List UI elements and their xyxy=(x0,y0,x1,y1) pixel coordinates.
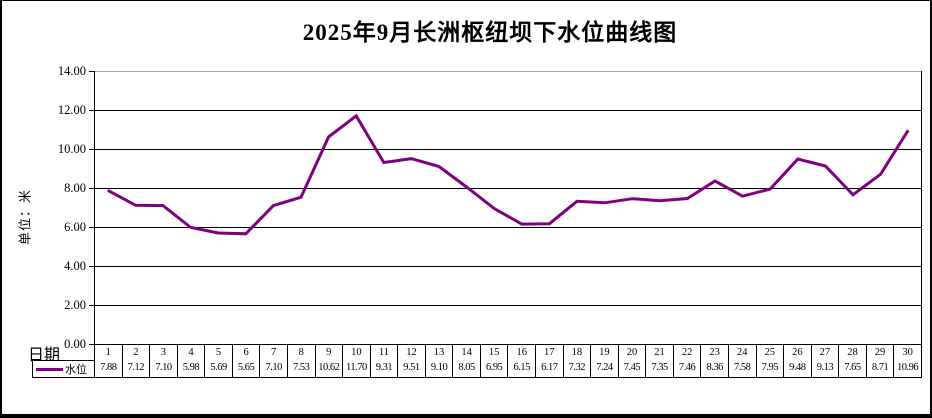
water-level-value-cell: 8.05 xyxy=(453,360,481,377)
water-level-value-cell: 10.62 xyxy=(316,360,344,377)
day-header-cell: 23 xyxy=(701,345,729,360)
day-header-cell: 5 xyxy=(205,345,233,360)
day-header-cell: 10 xyxy=(343,345,371,360)
water-level-value-cell: 7.95 xyxy=(757,360,785,377)
day-header-cell: 30 xyxy=(902,347,913,358)
y-tick-label: 14.00 xyxy=(57,64,86,78)
day-header-cell: 20 xyxy=(619,345,647,360)
water-level-value-cell: 9.13 xyxy=(812,360,840,377)
water-level-line xyxy=(107,113,910,236)
chart-title: 2025年9月长洲枢纽坝下水位曲线图 xyxy=(302,20,678,45)
water-level-value-cell: 9.48 xyxy=(784,360,812,377)
water-level-value-cell: 5.98 xyxy=(178,360,206,377)
day-header-cell: 12 xyxy=(398,345,426,360)
day-header-cell: 1 xyxy=(95,345,123,360)
y-axis-unit-label: 单位：米 xyxy=(17,188,33,246)
day-header-cell: 22 xyxy=(674,345,702,360)
table-value-row: 7.88 7.12 7.10 5.98 5.69 5.65 7.10 7.53 10.62 11.… xyxy=(94,360,922,378)
day-header-cell: 14 xyxy=(453,345,481,360)
day-header-cell: 7 xyxy=(260,345,288,360)
water-level-value-cell: 9.51 xyxy=(398,360,426,377)
water-level-value-cell: 6.17 xyxy=(536,360,564,377)
water-level-value-cell: 5.69 xyxy=(205,360,233,377)
day-header-cell: 11 xyxy=(371,345,399,360)
water-level-value-cell: 7.58 xyxy=(729,360,757,377)
y-tick-label: 12.00 xyxy=(57,103,86,117)
day-header-cell: 2 xyxy=(123,345,151,360)
day-header-cell: 19 xyxy=(591,345,619,360)
day-header-cell: 28 xyxy=(839,345,867,360)
series-line-swatch xyxy=(36,367,63,371)
water-level-value-cell: 6.95 xyxy=(481,360,509,377)
y-tick-label: 6.00 xyxy=(64,220,86,234)
water-level-value-cell: 9.10 xyxy=(426,360,454,377)
water-level-value-cell: 8.36 xyxy=(701,360,729,377)
water-level-value-cell: 7.24 xyxy=(591,360,619,377)
y-tick-label: 4.00 xyxy=(64,259,86,273)
water-level-value-cell: 10.96 xyxy=(897,362,919,373)
day-header-cell: 3 xyxy=(150,345,178,360)
day-header-cell: 15 xyxy=(481,345,509,360)
day-header-cell: 24 xyxy=(729,345,757,360)
day-header-cell: 29 xyxy=(867,345,895,360)
water-level-value-cell: 7.46 xyxy=(674,360,702,377)
y-tick-label: 10.00 xyxy=(57,142,86,156)
water-level-value-cell: 11.70 xyxy=(343,360,371,377)
day-header-cell: 8 xyxy=(288,345,316,360)
water-level-value-cell: 7.10 xyxy=(150,360,178,377)
water-level-value-cell: 7.32 xyxy=(564,360,592,377)
day-header-cell: 16 xyxy=(508,345,536,360)
table-day-header-row: 1 2 3 4 5 6 7 8 9 10 11 12 13 14 15 16 17 18 19 20 21 22 23 24 2… xyxy=(94,344,922,361)
water-level-value-cell: 5.65 xyxy=(233,360,261,377)
y-tick-label: 2.00 xyxy=(64,298,86,312)
x-axis-date-label: 日期 xyxy=(28,347,61,364)
legend: 水位 xyxy=(32,360,95,378)
water-level-value-cell: 7.53 xyxy=(288,360,316,377)
water-level-value-cell: 7.35 xyxy=(646,360,674,377)
day-header-cell: 6 xyxy=(233,345,261,360)
day-header-cell: 17 xyxy=(536,345,564,360)
water-level-value-cell: 7.65 xyxy=(839,360,867,377)
water-level-value-cell: 8.71 xyxy=(867,360,895,377)
day-header-cell: 26 xyxy=(784,345,812,360)
day-header-cell: 9 xyxy=(316,345,344,360)
water-level-value-cell: 6.15 xyxy=(508,360,536,377)
day-header-cell: 25 xyxy=(757,345,785,360)
plot-area xyxy=(89,71,922,345)
legend-series-label: 水位 xyxy=(65,364,87,376)
y-tick-label: 0.00 xyxy=(64,337,86,351)
water-level-value-cell: 9.31 xyxy=(371,360,399,377)
day-header-cell: 21 xyxy=(646,345,674,360)
y-tick-label: 8.00 xyxy=(64,181,86,195)
day-header-cell: 4 xyxy=(178,345,206,360)
day-header-cell: 13 xyxy=(426,345,454,360)
water-level-value-cell: 7.88 xyxy=(95,360,123,377)
water-level-value-cell: 7.45 xyxy=(619,360,647,377)
water-level-value-cell: 7.10 xyxy=(260,360,288,377)
day-header-cell: 27 xyxy=(812,345,840,360)
day-header-cell: 18 xyxy=(564,345,592,360)
water-level-value-cell: 7.12 xyxy=(123,360,151,377)
